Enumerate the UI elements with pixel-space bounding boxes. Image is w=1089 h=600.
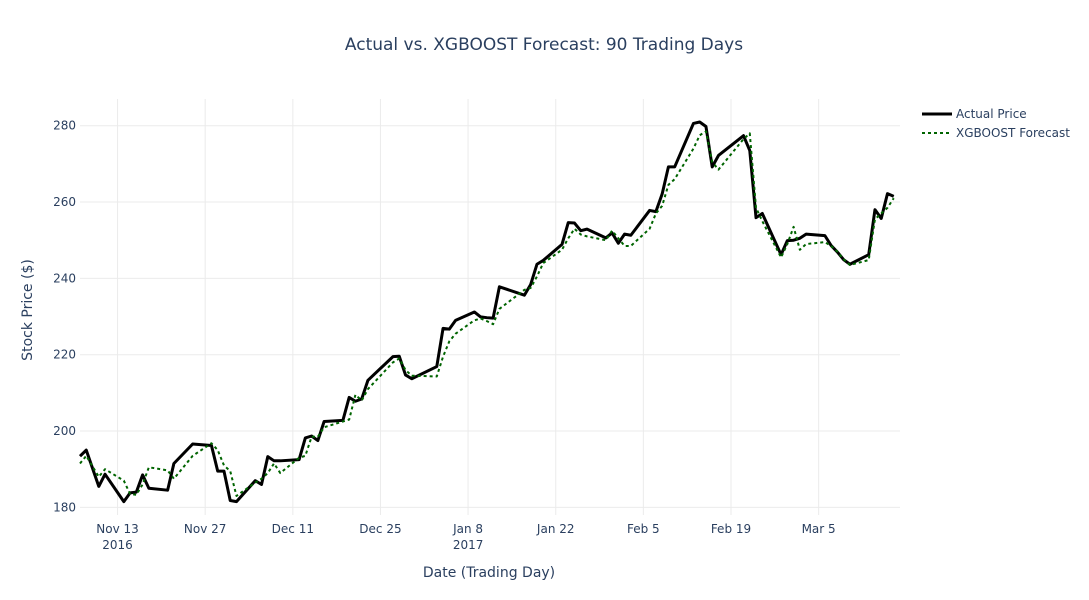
y-gridlines — [80, 125, 900, 508]
legend-item-actual[interactable]: Actual Price — [922, 107, 1027, 121]
y-tick-label: 200 — [53, 424, 76, 438]
x-tick-label: Feb 19 — [711, 522, 751, 536]
y-tick-label: 280 — [53, 119, 76, 133]
y-axis-ticks: 180 200 220 240 260 280 — [53, 119, 76, 515]
x-tick-year-label: 2016 — [102, 538, 133, 552]
x-gridlines — [117, 99, 820, 515]
y-tick-label: 180 — [53, 500, 76, 514]
x-axis-title: Date (Trading Day) — [423, 565, 555, 581]
series-line-xgboost-forecast[interactable] — [79, 130, 895, 497]
x-tick-year-label: 2017 — [453, 538, 484, 552]
x-tick-label: Feb 5 — [627, 522, 660, 536]
legend-label-forecast: XGBOOST Forecast — [956, 126, 1070, 140]
x-tick-label: Nov 13 — [96, 522, 139, 536]
y-tick-label: 240 — [53, 271, 76, 285]
y-axis-title: Stock Price ($) — [20, 259, 36, 361]
x-tick-label: Jan 8 — [452, 522, 483, 536]
x-tick-label: Dec 11 — [272, 522, 314, 536]
x-tick-label: Dec 25 — [359, 522, 401, 536]
x-axis-ticks: Nov 13 2016 Nov 27 Dec 11 Dec 25 Jan 8 2017 Jan… — [96, 522, 835, 552]
y-tick-label: 260 — [53, 195, 76, 209]
legend-item-forecast[interactable]: XGBOOST Forecast — [922, 126, 1070, 140]
series-line-actual-price[interactable] — [78, 120, 895, 504]
x-tick-label: Nov 27 — [184, 522, 227, 536]
x-tick-label: Jan 22 — [536, 522, 575, 536]
y-tick-label: 220 — [53, 348, 76, 362]
legend[interactable]: Actual Price XGBOOST Forecast — [922, 107, 1070, 140]
legend-label-actual: Actual Price — [956, 107, 1027, 121]
x-tick-label: Mar 5 — [802, 522, 836, 536]
chart-title: Actual vs. XGBOOST Forecast: 90 Trading … — [345, 35, 743, 55]
series-layer — [78, 120, 895, 504]
